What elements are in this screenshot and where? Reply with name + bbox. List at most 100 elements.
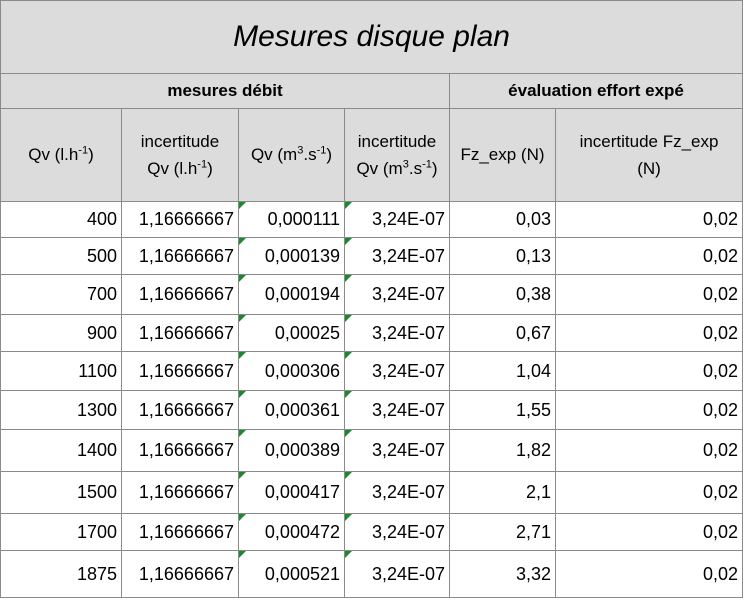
cell-incertitude-qv[interactable]: 1,16666667: [121, 351, 239, 391]
header-incertitude-qv-si-exp1: 3: [402, 158, 409, 171]
cell-qv[interactable]: 900: [0, 314, 122, 352]
header-incertitude-qv-si-line1: incertitude: [357, 131, 437, 151]
cell-qv-si[interactable]: 0,000361: [238, 390, 345, 430]
cell-incertitude-qv-si[interactable]: 3,24E-07: [344, 550, 450, 598]
group-header-force[interactable]: évaluation effort expé: [448, 73, 744, 109]
table-row: 1875 1,16666667 0,000521 3,24E-07 3,32 0,02: [0, 550, 744, 598]
header-incertitude-qv-si[interactable]: incertitude Qv (m3.s-1): [344, 108, 450, 202]
cell-fz-exp[interactable]: 3,32: [449, 550, 556, 598]
header-qv[interactable]: Qv (l.h-1): [0, 108, 122, 202]
cell-qv-si[interactable]: 0,00025: [238, 314, 345, 352]
cell-incertitude-qv[interactable]: 1,16666667: [121, 314, 239, 352]
cell-qv-si[interactable]: 0,000417: [238, 471, 345, 514]
cell-incertitude-fz-exp[interactable]: 0,02: [554, 314, 744, 352]
cell-qv[interactable]: 1500: [0, 471, 122, 514]
cell-incertitude-fz-exp[interactable]: 0,02: [554, 237, 744, 275]
cell-qv[interactable]: 700: [0, 274, 122, 315]
header-qv-si[interactable]: Qv (m3.s-1): [238, 108, 345, 202]
cell-incertitude-qv-si[interactable]: 3,24E-07: [344, 471, 450, 514]
header-fz-exp[interactable]: Fz_exp (N): [449, 108, 556, 202]
title-row: Mesures disque plan: [0, 0, 744, 74]
table-row: 1300 1,16666667 0,000361 3,24E-07 1,55 0,02: [0, 390, 744, 430]
cell-fz-exp[interactable]: 0,13: [449, 237, 556, 275]
cell-incertitude-qv[interactable]: 1,16666667: [121, 201, 239, 238]
cell-incertitude-qv-si[interactable]: 3,24E-07: [344, 513, 450, 551]
cell-incertitude-qv-si[interactable]: 3,24E-07: [344, 390, 450, 430]
cell-incertitude-qv[interactable]: 1,16666667: [121, 471, 239, 514]
cell-qv-si[interactable]: 0,000306: [238, 351, 345, 391]
header-qv-text: Qv (l.h: [28, 145, 79, 165]
header-qv-exponent: -1: [78, 144, 89, 157]
cell-incertitude-qv-si[interactable]: 3,24E-07: [344, 429, 450, 472]
table-row: 1500 1,16666667 0,000417 3,24E-07 2,1 0,02: [0, 471, 744, 514]
cell-fz-exp[interactable]: 0,38: [449, 274, 556, 315]
table-row: 1400 1,16666667 0,000389 3,24E-07 1,82 0,02: [0, 429, 744, 472]
header-incertitude-qv-si-close: ): [431, 159, 438, 178]
header-incertitude-qv-text: Qv (l.h: [147, 159, 198, 178]
header-incertitude-qv[interactable]: incertitude Qv (l.h-1): [121, 108, 239, 202]
column-header-row: Qv (l.h-1) incertitude Qv (l.h-1) Qv (m3…: [0, 108, 744, 202]
cell-qv[interactable]: 1400: [0, 429, 122, 472]
cell-qv[interactable]: 500: [0, 237, 122, 275]
cell-qv-si[interactable]: 0,000139: [238, 237, 345, 275]
header-qv-si-text: Qv (m: [250, 145, 298, 165]
cell-incertitude-fz-exp[interactable]: 0,02: [554, 351, 744, 391]
cell-incertitude-qv[interactable]: 1,16666667: [121, 513, 239, 551]
cell-incertitude-fz-exp[interactable]: 0,02: [554, 550, 744, 598]
cell-qv-si[interactable]: 0,000472: [238, 513, 345, 551]
cell-qv[interactable]: 400: [0, 201, 122, 238]
cell-fz-exp[interactable]: 1,04: [449, 351, 556, 391]
header-incertitude-fz-exp[interactable]: incertitude Fz_exp (N): [554, 108, 744, 202]
header-qv-si-close: ): [326, 145, 333, 165]
table-row: 900 1,16666667 0,00025 3,24E-07 0,67 0,02: [0, 314, 744, 352]
header-qv-si-exp1: 3: [297, 144, 304, 157]
cell-incertitude-qv[interactable]: 1,16666667: [121, 237, 239, 275]
table-row: 400 1,16666667 0,000111 3,24E-07 0,03 0,02: [0, 201, 744, 238]
cell-qv[interactable]: 1100: [0, 351, 122, 391]
cell-qv-si[interactable]: 0,000521: [238, 550, 345, 598]
data-rows: 400 1,16666667 0,000111 3,24E-07 0,03 0,02 500…: [0, 201, 744, 598]
cell-qv[interactable]: 1700: [0, 513, 122, 551]
table-row: 700 1,16666667 0,000194 3,24E-07 0,38 0,02: [0, 274, 744, 315]
header-incertitude-qv-close: ): [207, 159, 213, 178]
cell-incertitude-fz-exp[interactable]: 0,02: [554, 274, 744, 315]
cell-qv[interactable]: 1875: [0, 550, 122, 598]
cell-incertitude-qv-si[interactable]: 3,24E-07: [344, 274, 450, 315]
group-header-flow[interactable]: mesures débit: [0, 73, 450, 109]
cell-incertitude-fz-exp[interactable]: 0,02: [554, 390, 744, 430]
header-qv-close: ): [88, 145, 94, 165]
cell-qv-si[interactable]: 0,000111: [238, 201, 345, 238]
cell-incertitude-qv-si[interactable]: 3,24E-07: [344, 314, 450, 352]
cell-fz-exp[interactable]: 2,71: [449, 513, 556, 551]
cell-incertitude-fz-exp[interactable]: 0,02: [554, 201, 744, 238]
cell-incertitude-qv-si[interactable]: 3,24E-07: [344, 351, 450, 391]
cell-incertitude-fz-exp[interactable]: 0,02: [554, 513, 744, 551]
sheet-title[interactable]: Mesures disque plan: [0, 0, 744, 74]
cell-incertitude-qv[interactable]: 1,16666667: [121, 550, 239, 598]
cell-qv-si[interactable]: 0,000194: [238, 274, 345, 315]
table-row: 500 1,16666667 0,000139 3,24E-07 0,13 0,02: [0, 237, 744, 275]
cell-incertitude-qv-si[interactable]: 3,24E-07: [344, 201, 450, 238]
header-incertitude-qv-si-mid: .s: [408, 159, 423, 178]
cell-incertitude-qv-si[interactable]: 3,24E-07: [344, 237, 450, 275]
cell-fz-exp[interactable]: 1,55: [449, 390, 556, 430]
header-qv-si-mid: .s: [303, 145, 317, 165]
cell-qv-si[interactable]: 0,000389: [238, 429, 345, 472]
header-qv-si-exp2: -1: [316, 144, 327, 157]
group-header-row: mesures débit évaluation effort expé: [0, 73, 744, 109]
cell-incertitude-qv[interactable]: 1,16666667: [121, 274, 239, 315]
cell-fz-exp[interactable]: 0,03: [449, 201, 556, 238]
cell-qv[interactable]: 1300: [0, 390, 122, 430]
cell-fz-exp[interactable]: 1,82: [449, 429, 556, 472]
header-incertitude-fz-line1: incertitude Fz_exp: [579, 131, 719, 151]
cell-incertitude-qv[interactable]: 1,16666667: [121, 429, 239, 472]
cell-incertitude-fz-exp[interactable]: 0,02: [554, 471, 744, 514]
cell-incertitude-fz-exp[interactable]: 0,02: [554, 429, 744, 472]
header-incertitude-qv-exponent: -1: [197, 158, 208, 171]
cell-incertitude-qv[interactable]: 1,16666667: [121, 390, 239, 430]
table-row: 1700 1,16666667 0,000472 3,24E-07 2,71 0,02: [0, 513, 744, 551]
cell-fz-exp[interactable]: 2,1: [449, 471, 556, 514]
cell-fz-exp[interactable]: 0,67: [449, 314, 556, 352]
header-incertitude-qv-si-text: Qv (m: [356, 159, 403, 178]
